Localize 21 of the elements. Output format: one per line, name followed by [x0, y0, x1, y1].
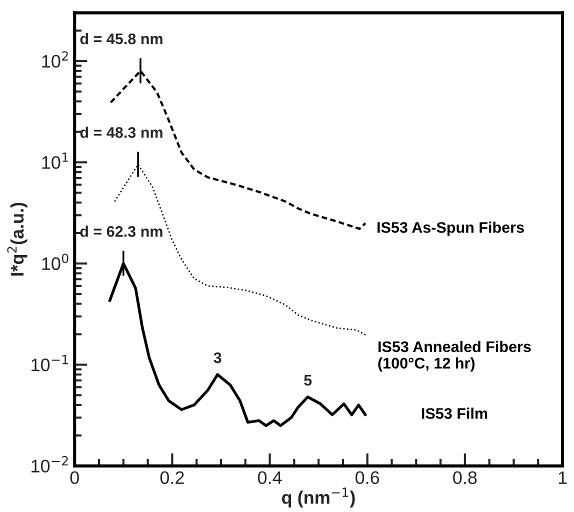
x-tick-label: 0.6: [356, 471, 380, 484]
y-tick-label: 10$^{0}$: [42, 254, 68, 270]
y-axis-title: I*q$^{2}$(a.u.): [7, 202, 28, 276]
annotation: 5: [304, 374, 312, 386]
x-tick-label: 0.2: [160, 471, 184, 484]
y-tick-label: 10$^{1}$: [42, 152, 68, 169]
annotation: d = 45.8 nm: [80, 33, 162, 44]
y-tick-label: 10$^{−1}$: [32, 355, 68, 372]
x-tick-label: 0.8: [453, 471, 477, 484]
x-tick-label: 0: [70, 471, 79, 484]
x-axis-title: q (nm$^{−1}$): [282, 488, 355, 508]
series-label: IS53 Annealed Fibers (100°C, 12 hr): [378, 340, 531, 372]
annotation: 3: [214, 352, 222, 364]
annotation: d = 62.3 nm: [80, 226, 162, 237]
x-tick-label: 0.4: [258, 471, 282, 484]
y-tick-label: 10$^{2}$: [42, 51, 68, 68]
series-label: IS53 As-Spun Fibers: [378, 222, 524, 236]
text: IS53 Film: [422, 408, 488, 419]
x-tick-label: 1: [558, 471, 567, 484]
y-tick-label: 10$^{−2}$: [32, 456, 68, 472]
annotation: d = 48.3 nm: [80, 126, 162, 138]
